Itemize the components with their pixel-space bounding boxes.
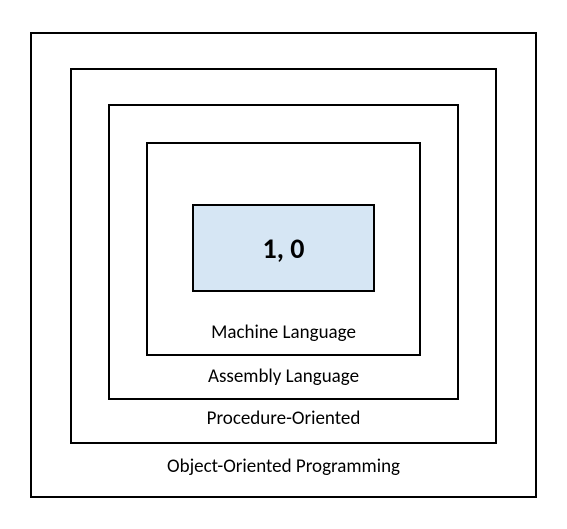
layer-label-0: Object-Oriented Programming: [167, 455, 400, 478]
layer-label-3: Machine Language: [211, 321, 356, 344]
layer-label-2: Assembly Language: [208, 365, 359, 388]
layer-label-1: Procedure-Oriented: [207, 407, 361, 430]
core-text: 1, 0: [263, 231, 305, 266]
core-box: 1, 0: [192, 204, 375, 292]
